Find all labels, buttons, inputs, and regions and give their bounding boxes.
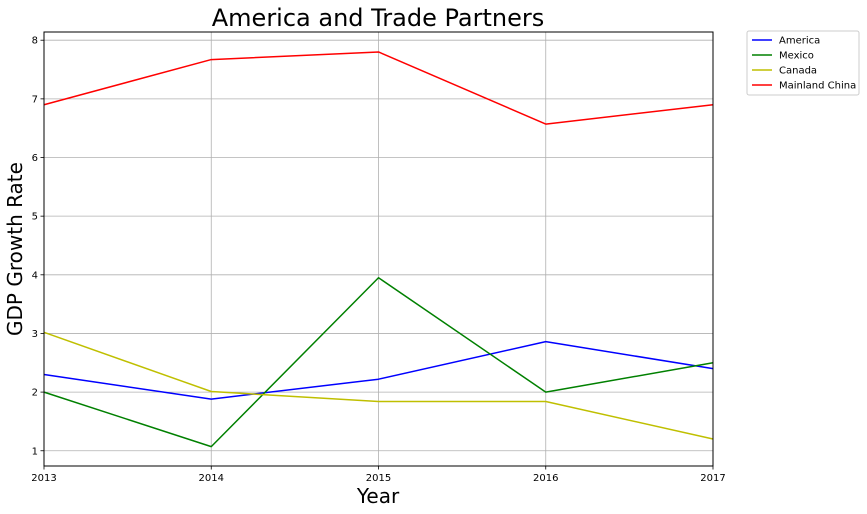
y-tick-label: 7	[32, 94, 38, 105]
legend-label: Canada	[779, 66, 817, 77]
x-axis-title: Year	[356, 484, 400, 508]
series-line-2	[43, 276, 714, 448]
x-axis-ticks: 2013 2014 2015 2016 2017	[31, 466, 726, 484]
x-tick-label: 2017	[700, 473, 725, 484]
legend-label: Mainland China	[779, 81, 856, 92]
legend-box	[746, 30, 860, 96]
y-tick-label: 1	[32, 446, 38, 457]
legend-label: Mexico	[779, 51, 814, 62]
x-tick-label: 2014	[199, 473, 224, 484]
x-tick-label: 2016	[533, 473, 558, 484]
chart-title: America and Trade Partners	[212, 4, 544, 32]
series-line-4	[43, 51, 714, 125]
x-tick-label: 2013	[31, 473, 56, 484]
legend: America Mexico Canada Mainland China	[746, 30, 860, 96]
series-line-3	[43, 331, 714, 440]
series-line-1	[43, 340, 714, 400]
y-axis-ticks: 1 2 3 4 5 6 7 8	[32, 36, 44, 457]
y-axis-title: GDP Growth Rate	[3, 162, 27, 336]
y-tick-label: 4	[32, 270, 38, 281]
y-tick-label: 8	[32, 36, 38, 47]
x-tick-label: 2015	[366, 473, 391, 484]
y-tick-label: 3	[32, 329, 38, 340]
series-lines	[43, 51, 714, 448]
y-tick-label: 6	[32, 153, 38, 164]
y-tick-label: 5	[32, 212, 38, 223]
legend-label: America	[779, 36, 820, 47]
y-tick-label: 2	[32, 388, 38, 399]
